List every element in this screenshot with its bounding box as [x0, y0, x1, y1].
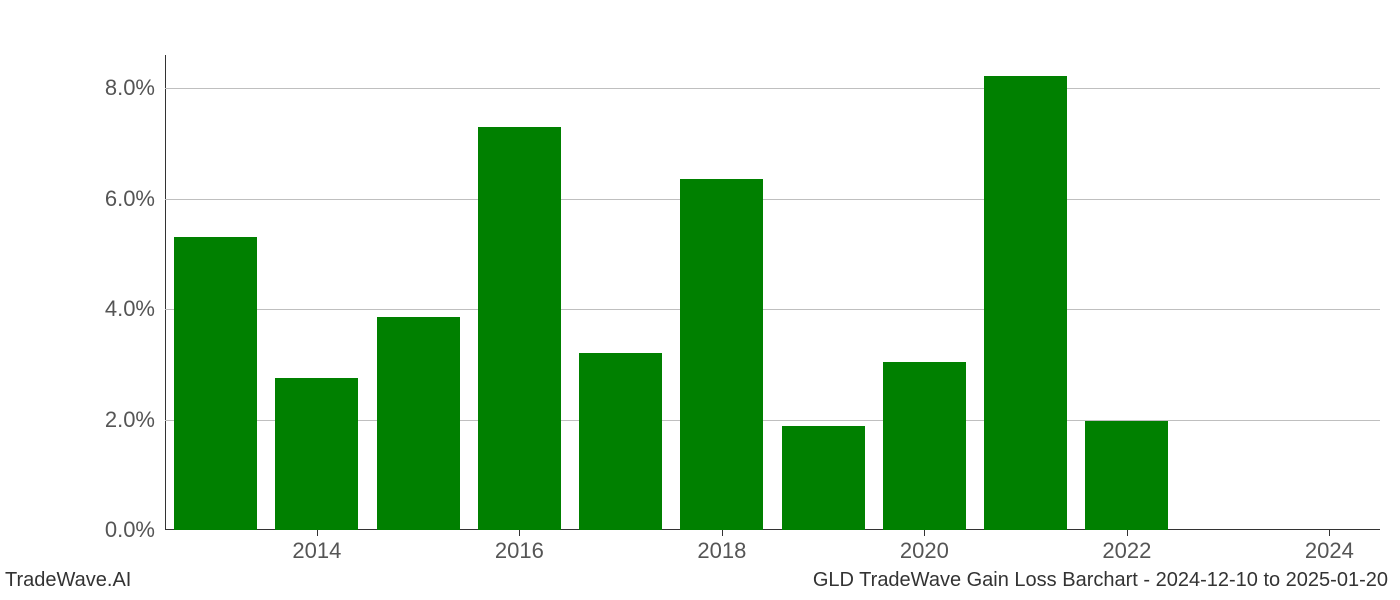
bar	[883, 362, 966, 530]
bar	[1085, 421, 1168, 530]
bar	[174, 237, 257, 530]
gridline	[165, 88, 1380, 89]
y-tick-label: 8.0%	[105, 75, 155, 101]
x-tick-label: 2018	[697, 538, 746, 564]
x-tick-mark	[924, 530, 925, 536]
bar	[478, 127, 561, 530]
x-tick-mark	[1329, 530, 1330, 536]
bar	[984, 76, 1067, 530]
x-tick-label: 2024	[1305, 538, 1354, 564]
x-tick-label: 2022	[1102, 538, 1151, 564]
footer-right-text: GLD TradeWave Gain Loss Barchart - 2024-…	[813, 569, 1388, 592]
bar	[782, 426, 865, 530]
x-tick-label: 2016	[495, 538, 544, 564]
y-tick-label: 4.0%	[105, 296, 155, 322]
x-tick-mark	[519, 530, 520, 536]
y-tick-label: 6.0%	[105, 186, 155, 212]
gridline	[165, 199, 1380, 200]
bar	[275, 378, 358, 530]
y-tick-label: 0.0%	[105, 517, 155, 543]
gridline	[165, 309, 1380, 310]
footer-left-text: TradeWave.AI	[5, 569, 131, 592]
y-tick-label: 2.0%	[105, 407, 155, 433]
x-tick-label: 2020	[900, 538, 949, 564]
bar	[680, 179, 763, 530]
x-tick-mark	[722, 530, 723, 536]
x-tick-label: 2014	[292, 538, 341, 564]
bar	[377, 317, 460, 530]
x-tick-mark	[1127, 530, 1128, 536]
bar	[579, 353, 662, 530]
x-tick-mark	[317, 530, 318, 536]
y-axis-line	[165, 55, 166, 530]
chart-container: 0.0% 2.0% 4.0% 6.0% 8.0% 2014 2016 2018 2020 2022…	[0, 0, 1400, 600]
plot-area: 0.0%2.0%4.0%6.0%8.0%20142016201820202022…	[165, 55, 1380, 530]
